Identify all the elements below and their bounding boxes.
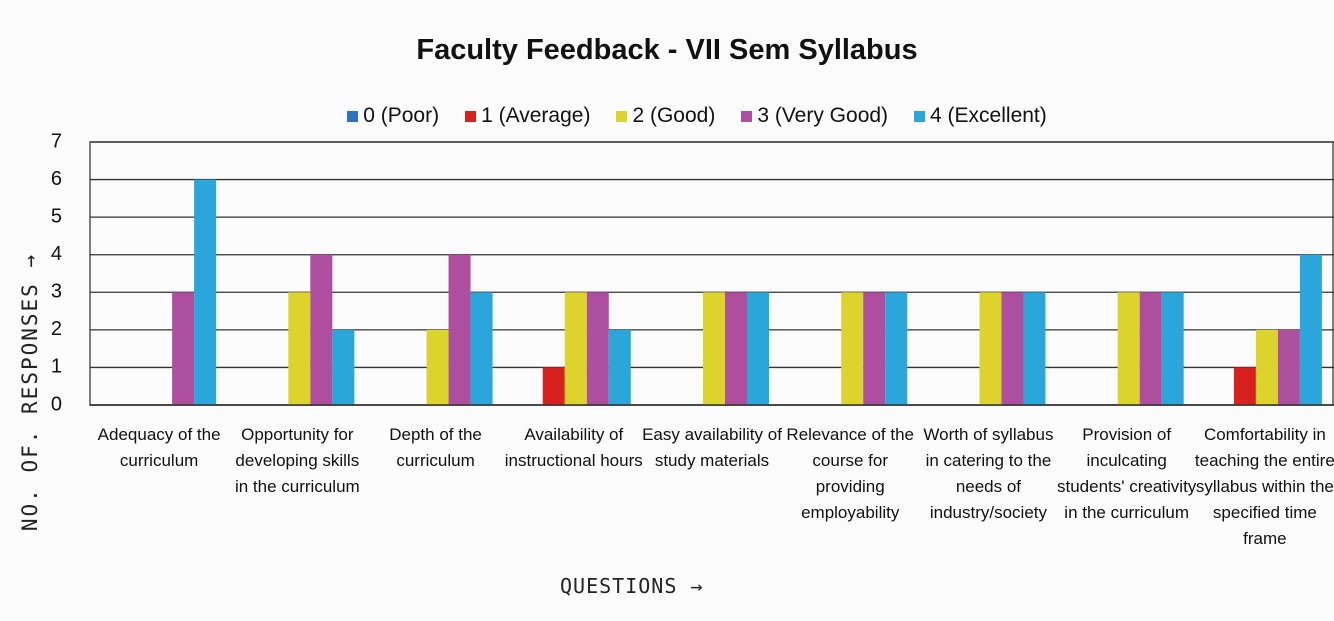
x-tick-label: Relevance of the course for providing em… [786, 425, 915, 522]
chart-title: Faculty Feedback - VII Sem Syllabus [416, 34, 918, 66]
legend-swatch [616, 110, 628, 122]
x-tick-label: Availability of instructional hours [504, 425, 643, 470]
y-tick-label: 0 [51, 393, 62, 415]
bar [841, 292, 864, 405]
legend-label: 1 (Average) [481, 104, 591, 127]
bar [1001, 292, 1024, 405]
x-tick-label: Provision of inculcating students' creat… [1057, 425, 1197, 522]
legend-swatch [465, 110, 477, 122]
bar [725, 292, 747, 405]
bar [1139, 292, 1162, 405]
bar [1255, 329, 1278, 405]
bar [885, 292, 908, 405]
legend-label: 4 (Excellent) [930, 104, 1047, 127]
bar [979, 292, 1002, 405]
x-tick-label: Easy availability of study materials [642, 425, 782, 470]
x-tick-label: Worth of syllabus in catering to the nee… [923, 425, 1054, 522]
legend-label: 0 (Poor) [363, 104, 440, 127]
legend-label: 2 (Good) [632, 104, 716, 127]
bar [194, 179, 217, 405]
legend-swatch [347, 110, 359, 122]
bar [470, 292, 493, 405]
bar [332, 329, 355, 405]
bar [608, 329, 631, 405]
bar [1161, 292, 1184, 405]
bar [1233, 367, 1256, 405]
legend-swatch [741, 110, 753, 122]
bar [172, 292, 195, 405]
bar [1023, 292, 1046, 405]
bar [288, 292, 311, 405]
bar [703, 292, 725, 405]
y-axis-label: NO. OF. RESPONSES → [18, 252, 42, 532]
x-tick-label: Comfortability in teaching the entire sy… [1194, 425, 1334, 548]
legend-item: 1 (Average) [465, 104, 590, 128]
bar [863, 292, 886, 405]
y-tick-label: 4 [51, 243, 62, 265]
legend-item: 2 (Good) [616, 104, 715, 128]
legend-item: 3 (Very Good) [741, 104, 888, 128]
legend-label: 3 (Very Good) [757, 104, 889, 127]
y-tick-label: 7 [51, 130, 62, 152]
bar [542, 367, 565, 405]
legend-item: 4 (Excellent) [914, 104, 1047, 128]
y-tick-label: 3 [51, 281, 62, 303]
bar [1117, 292, 1140, 405]
bar [310, 254, 333, 405]
bar [747, 292, 769, 405]
x-axis-label: QUESTIONS → [560, 574, 704, 598]
y-tick-label: 6 [51, 168, 62, 190]
legend-swatch [914, 110, 926, 122]
x-tick-label: Depth of the curriculum [389, 425, 482, 470]
bar [564, 292, 587, 405]
x-tick-label: Opportunity for developing skills in the… [234, 425, 360, 496]
legend: 0 (Poor) 1 (Average) 2 (Good) 3 (Very Good)… [0, 104, 1334, 128]
y-tick-label: 5 [51, 205, 62, 227]
x-tick-label: Adequacy of the curriculum [97, 425, 221, 470]
bar [1277, 329, 1300, 405]
bar [426, 329, 449, 405]
legend-item: 0 (Poor) [347, 104, 439, 128]
bar [448, 254, 471, 405]
y-tick-label: 1 [51, 356, 62, 378]
y-tick-label: 2 [51, 318, 62, 340]
bar [1299, 254, 1322, 405]
bar [586, 292, 609, 405]
